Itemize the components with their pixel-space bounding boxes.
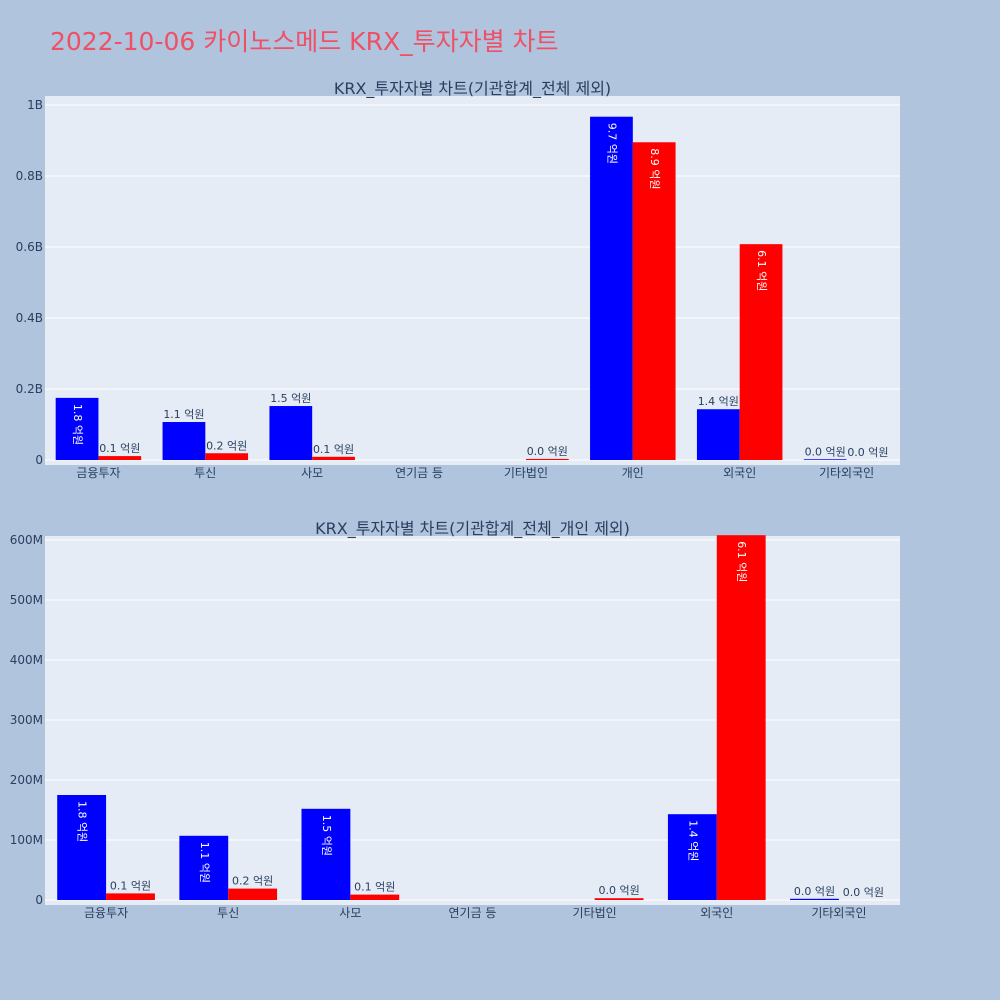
x-tick-label: 연기금 등 [395,466,443,480]
chart-title: KRX_투자자별 차트(기관합계_전체 제외) [334,79,611,99]
x-tick-label: 사모 [339,906,361,920]
x-tick-label: 금융투자 [84,906,128,920]
x-tick-label: 개인 [622,466,644,480]
bar [803,459,847,460]
bar [179,835,229,900]
y-tick-label: 0.6B [16,240,43,254]
y-tick-label: 500M [10,593,43,607]
bar [696,409,740,460]
bar [716,535,766,900]
bar [632,142,676,460]
bar [98,456,142,460]
bar [350,894,400,900]
x-tick-label: 외국인 [700,906,733,920]
data-label: 8.9 억원 [648,148,661,189]
bar [269,406,313,460]
x-tick-label: 외국인 [723,466,756,480]
data-label: 9.7 억원 [605,123,618,164]
data-label: 0.1 억원 [354,881,395,894]
data-label: 1.1 억원 [198,842,211,883]
y-tick-label: 600M [10,533,43,547]
x-tick-label: 사모 [301,466,323,480]
bar [590,116,633,460]
data-label: 0.0 억원 [794,885,835,898]
data-label: 0.1 억원 [110,879,151,892]
data-label: 1.4 억원 [686,820,699,861]
y-tick-label: 0.2B [16,382,43,396]
y-tick-label: 0.8B [16,169,43,183]
bar [228,888,278,900]
data-label: 1.5 억원 [270,392,311,405]
bar [312,456,355,460]
data-label: 0.0 억원 [843,886,884,899]
data-label: 0.0 억원 [847,446,888,459]
y-tick-label: 400M [10,653,43,667]
bar [667,814,717,900]
bar [594,898,644,900]
data-label: 6.1 억원 [755,250,768,291]
data-label: 0.1 억원 [99,442,140,455]
bar [739,244,783,460]
y-tick-label: 100M [10,833,43,847]
x-tick-label: 금융투자 [76,466,120,480]
bar [301,808,351,900]
page-title: 2022-10-06 카이노스메드 KRX_투자자별 차트 [50,27,559,56]
data-label: 1.1 억원 [163,408,204,421]
x-tick-label: 기타외국인 [811,906,866,920]
y-tick-label: 0 [35,453,43,467]
data-label: 1.4 억원 [698,395,739,408]
y-tick-label: 300M [10,713,43,727]
data-label: 0.0 억원 [805,445,846,458]
bar [205,453,249,460]
bar [57,795,107,900]
data-label: 0.1 억원 [313,443,354,456]
y-tick-label: 200M [10,773,43,787]
y-tick-label: 0.4B [16,311,43,325]
chart-2: 0 100M 200M 300M 400M 500M 600M KRX_투자자별 차트(기관합… [10,519,900,920]
data-label: 0.2 억원 [232,875,273,888]
x-tick-label: 연기금 등 [449,906,497,920]
data-label: 1.5 억원 [320,815,333,856]
data-label: 6.1 억원 [735,541,748,582]
x-tick-label: 기타법인 [573,906,617,920]
x-tick-label: 기타법인 [504,466,548,480]
data-label: 1.8 억원 [76,801,89,842]
bar [525,458,569,460]
data-label: 0.0 억원 [527,445,568,458]
x-tick-label: 기타외국인 [819,466,874,480]
x-tick-label: 투신 [194,466,216,480]
y-tick-label: 0 [35,893,43,907]
data-label: 0.0 억원 [598,884,639,897]
data-label: 0.2 억원 [206,439,247,452]
bar [55,397,99,460]
chart-1: 0 0.2B 0.4B 0.6B 0.8B 1B KRX_투자자별 차트(기관합계_전체 제… [16,79,900,480]
data-label: 1.8 억원 [71,404,84,445]
bar [162,422,206,460]
y-tick-label: 1B [27,98,43,112]
bar [790,898,839,900]
bar [106,893,155,900]
x-tick-label: 투신 [217,906,239,920]
chart-title: KRX_투자자별 차트(기관합계_전체_개인 제외) [315,519,630,539]
